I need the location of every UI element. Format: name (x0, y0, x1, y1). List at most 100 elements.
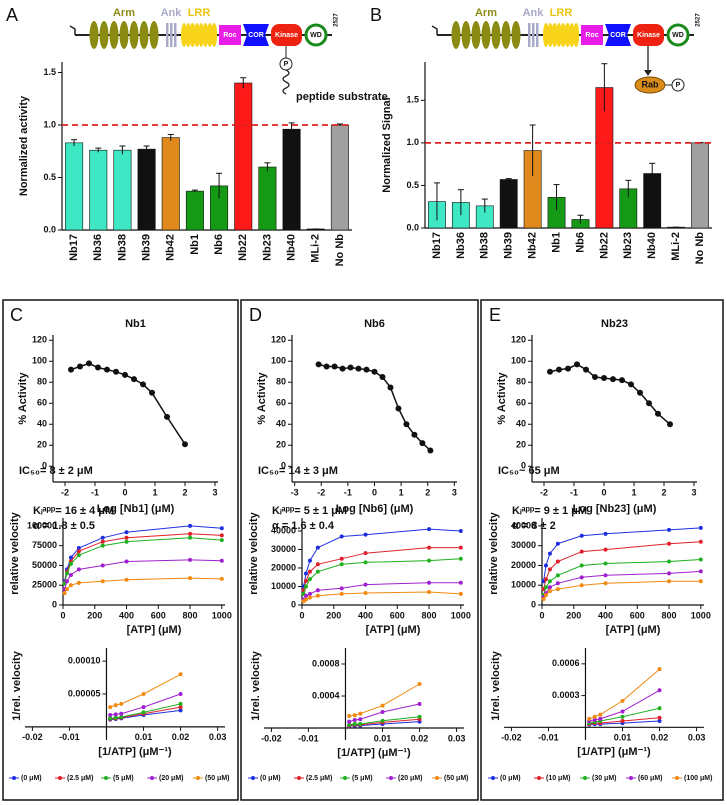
data-point (219, 533, 224, 538)
data-point (100, 563, 105, 568)
data-point (427, 447, 434, 454)
data-point (219, 558, 224, 563)
data-point (363, 366, 370, 373)
domain-label: Ank (161, 7, 183, 19)
domain-label: LRR (550, 7, 573, 19)
y-tick-label: 100000 (27, 520, 57, 530)
phospho-site (671, 78, 685, 92)
x-tick-label: -0.01 (59, 732, 80, 742)
data-point (547, 589, 552, 594)
data-point (543, 563, 548, 568)
data-point (178, 705, 183, 710)
data-point (587, 716, 592, 721)
x-tick-label: -0.02 (501, 733, 522, 743)
x-tick-label: 200 (566, 610, 581, 620)
data-point (303, 584, 308, 589)
data-point (68, 583, 73, 588)
data-point (458, 528, 463, 533)
y-tick-label: 60 (276, 398, 286, 408)
x-axis-label: [1/ATP] (μM⁻¹) (337, 747, 411, 759)
x-tick-label: 0 (539, 610, 544, 620)
domain-label: Ank (523, 7, 545, 19)
data-point (307, 595, 312, 600)
y-axis-label: Normalized activity (18, 95, 30, 196)
end-residue: 2527 (334, 13, 340, 27)
bar (113, 149, 132, 231)
y-tick-label: 0.00010 (68, 656, 101, 666)
legend-label: (2.5 μM) (306, 775, 332, 782)
y-tick-label: 1.5 (406, 95, 419, 105)
data-point (131, 376, 137, 383)
x-tick-label: Nb23 (261, 234, 273, 261)
data-point (547, 579, 552, 584)
data-point (100, 535, 105, 540)
domain-label: WD (310, 32, 322, 39)
series-line (64, 525, 222, 582)
data-point (543, 593, 548, 598)
lrr-repeat (551, 23, 558, 47)
x-tick-label: Nb36 (92, 234, 104, 261)
data-point (579, 549, 584, 554)
x-tick-label: 0.03 (209, 732, 227, 742)
x-tick-label: 800 (662, 610, 677, 620)
data-point (657, 715, 662, 720)
data-point (124, 539, 129, 544)
n-terminus (69, 25, 76, 35)
x-tick-label: MLi-2 (310, 234, 322, 263)
y-tick-label: 80 (37, 377, 47, 387)
data-point (667, 559, 672, 564)
cor-domain (243, 24, 269, 46)
data-point (555, 573, 560, 578)
y-tick-label: 20000 (271, 562, 296, 572)
data-point (178, 692, 183, 696)
data-point (458, 556, 463, 561)
data-point (124, 535, 129, 540)
lrr-repeat (189, 23, 196, 47)
x-tick-label: 1000 (691, 610, 711, 620)
y-tick-label: 0 (531, 599, 536, 609)
x-tick-label: Nb6 (213, 234, 225, 255)
x-tick-label: 400 (358, 610, 373, 620)
data-point (307, 577, 312, 582)
data-point (698, 557, 703, 562)
y-tick-label: 40 (516, 419, 526, 429)
fit-line (549, 363, 671, 425)
y-tick-label: 40000 (271, 525, 296, 535)
lrr-repeat (211, 23, 218, 47)
data-point (698, 579, 703, 584)
data-point (547, 585, 552, 590)
data-point (363, 590, 368, 595)
x-axis-label: [1/ATP] (μM⁻¹) (98, 746, 172, 758)
data-point (303, 593, 308, 598)
data-point (583, 366, 589, 373)
phospho-label: P (676, 82, 681, 89)
data-point (427, 558, 432, 563)
lrr-repeat (185, 23, 192, 47)
legend-swatch (389, 776, 393, 780)
arm-repeat (89, 21, 99, 49)
x-tick-label: Nb17 (68, 234, 80, 261)
x-tick-label: 0.03 (688, 733, 706, 743)
data-point (352, 713, 357, 718)
x-tick-label: 0 (122, 487, 127, 497)
y-tick-label: 120 (271, 335, 286, 345)
legend-swatch (196, 776, 200, 780)
data-point (358, 711, 363, 716)
x-tick-label: 1000 (212, 610, 232, 620)
legend-label: (20 μM) (398, 775, 423, 782)
data-point (657, 718, 662, 723)
data-point (140, 381, 146, 388)
data-point (188, 531, 193, 536)
x-tick-label: Nb22 (237, 234, 249, 261)
legend-label: (100 μM) (684, 775, 712, 782)
chart-title: Nb1 (125, 318, 146, 330)
bar (137, 148, 156, 231)
y-tick-label: 50000 (32, 560, 57, 570)
bar (282, 128, 301, 231)
x-tick-label: 600 (630, 610, 645, 620)
data-point (628, 381, 634, 388)
data-point (667, 541, 672, 546)
x-tick-label: 1000 (451, 610, 471, 620)
data-point (419, 440, 426, 447)
x-tick-label: 800 (422, 610, 437, 620)
